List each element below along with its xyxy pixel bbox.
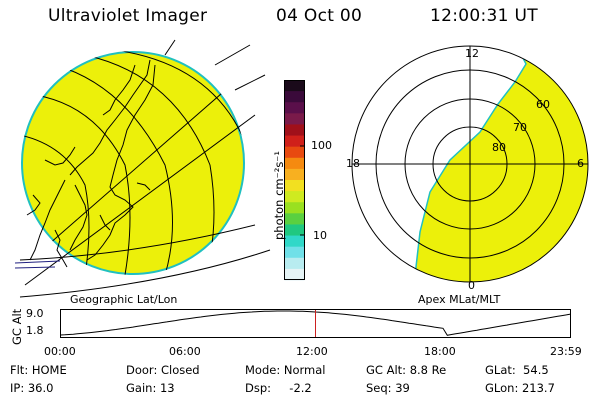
observation-time: 12:00:31 UT (430, 6, 538, 26)
mlat-label-80: 80 (492, 141, 506, 154)
time-tick-0000: 00:00 (44, 345, 76, 358)
mlt-label-6: 6 (577, 157, 584, 170)
coastlines (26, 59, 156, 268)
mlat-label-70: 70 (513, 121, 527, 134)
colorbar-cell (284, 213, 305, 226)
colorbar-cell (284, 157, 305, 170)
geographic-image-disk (21, 51, 245, 275)
time-tick-1200: 12:00 (296, 345, 328, 358)
altitude-plot (60, 309, 571, 338)
colorbar-cell (284, 257, 305, 270)
colorbar-cell (284, 135, 305, 148)
colorbar-cell (284, 202, 305, 214)
mlt-label-12: 12 (465, 47, 479, 60)
time-tick-0600: 06:00 (169, 345, 201, 358)
mlt-lines (352, 46, 588, 282)
instrument-title: Ultraviolet Imager (48, 6, 208, 26)
geographic-map-caption: Geographic Lat/Lon (70, 293, 178, 306)
colorbar-cell (284, 91, 305, 103)
colorbar-cell (284, 113, 305, 126)
colorbar-cell (284, 168, 305, 181)
colorbar-cell (284, 246, 305, 259)
status-door: Door: Closed (126, 363, 200, 377)
colorbar-tick-label-10: 10 (313, 229, 327, 242)
colorbar-cell (284, 146, 305, 159)
colorbar-cell (284, 102, 305, 114)
status-gain: Gain: 13 (126, 381, 175, 395)
altitude-tick-9: 9.0 (26, 307, 44, 320)
geographic-map (14, 39, 271, 298)
altitude-axis-label: GC Alt (10, 308, 24, 345)
mlat-label-60: 60 (536, 98, 550, 111)
colorbar-cell (284, 80, 305, 92)
dayside-boundary-lines (14, 260, 61, 269)
longitude-grid (19, 39, 271, 298)
colorbar-cell (284, 191, 305, 203)
colorbar-tick-label-100: 100 (311, 139, 332, 152)
status-ip: IP: 36.0 (10, 381, 54, 395)
observation-date: 04 Oct 00 (276, 6, 363, 26)
magnetic-map-caption: Apex MLat/MLT (418, 293, 501, 306)
mlt-label-0: 0 (468, 279, 475, 292)
time-tick-2359: 23:59 (550, 345, 582, 358)
altitude-tick-1-8: 1.8 (26, 324, 44, 337)
colorbar-cell (284, 268, 305, 281)
colorbar-cell (284, 180, 305, 192)
mlt-label-18: 18 (346, 157, 360, 170)
colorbar-unit-label: photon cm⁻²s⁻¹ (272, 151, 286, 240)
colorbar-cell (284, 124, 305, 137)
status-flight: Flt: HOME (10, 363, 67, 377)
colorbar (284, 80, 305, 281)
status-glon: GLon: 213.7 (485, 381, 555, 395)
latitude-grid (21, 51, 245, 275)
status-glat: GLat: 54.5 (485, 363, 549, 377)
time-tick-1800: 18:00 (424, 345, 456, 358)
status-mode: Mode: Normal (245, 363, 326, 377)
status-gc-alt: GC Alt: 8.8 Re (366, 363, 447, 377)
colorbar-cell (284, 224, 305, 237)
status-seq: Seq: 39 (366, 381, 410, 395)
colorbar-cell (284, 235, 305, 248)
status-dsp: Dsp: -2.2 (245, 381, 312, 395)
magnetic-map (351, 45, 589, 283)
